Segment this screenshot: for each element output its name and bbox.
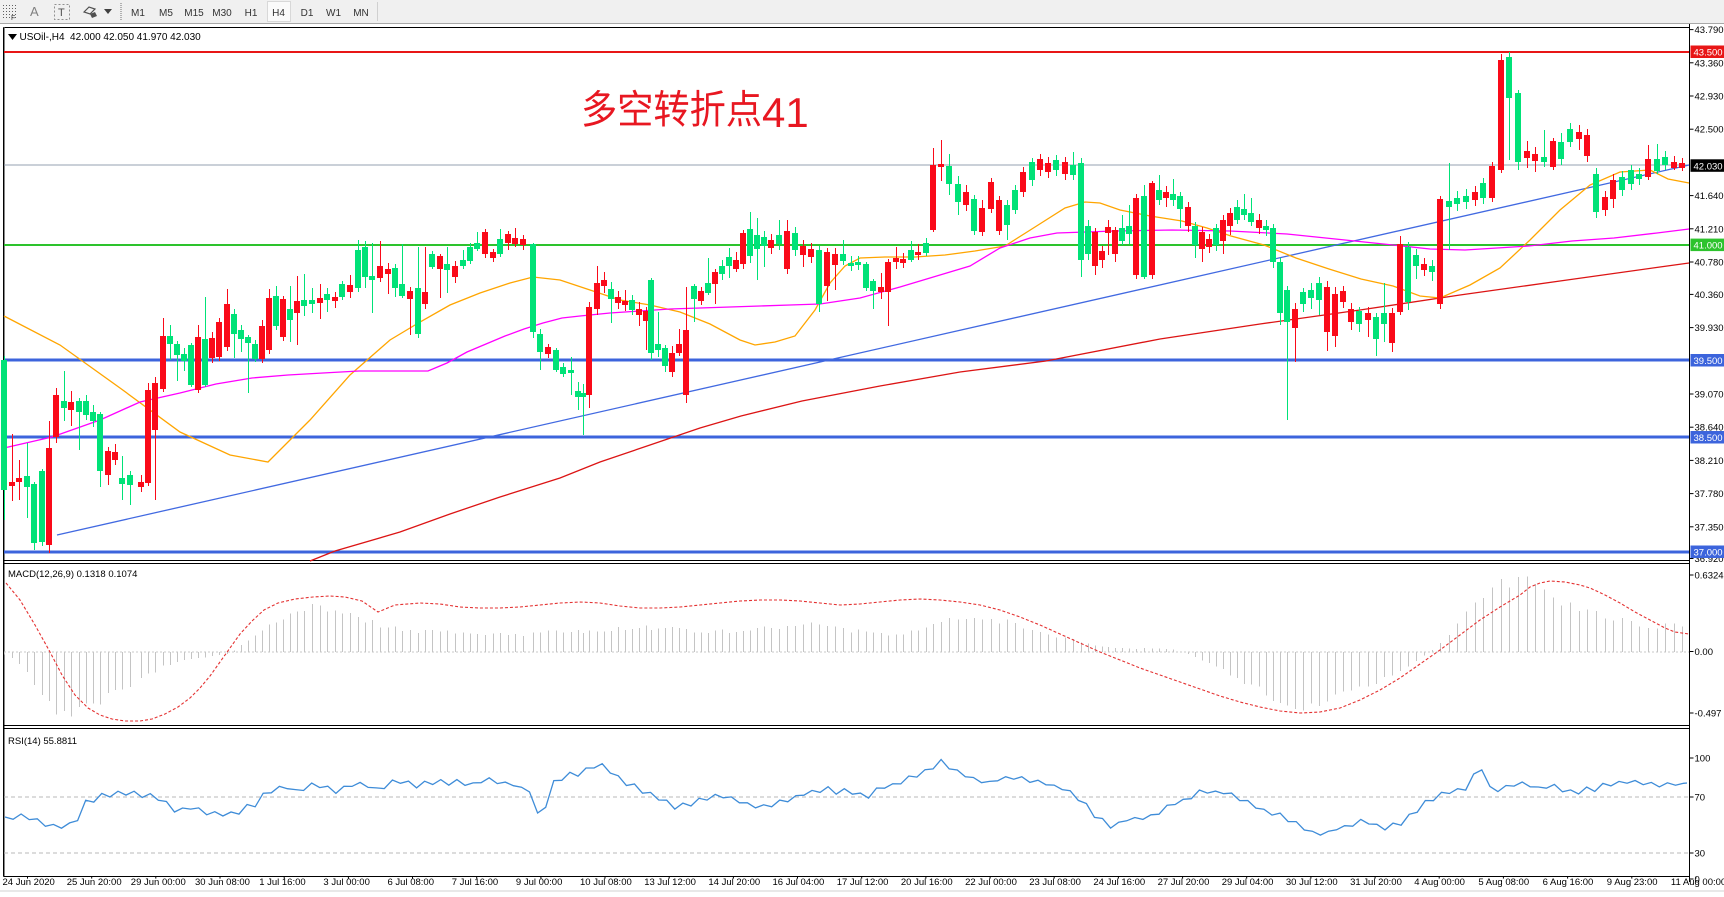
svg-text:22 Jul 00:00: 22 Jul 00:00 [965, 877, 1017, 888]
svg-text:41.000: 41.000 [1694, 241, 1723, 252]
svg-text:A: A [30, 4, 39, 19]
svg-text:41: 41 [762, 89, 809, 136]
svg-text:9 Aug 23:00: 9 Aug 23:00 [1607, 877, 1658, 888]
svg-text:39.930: 39.930 [1695, 323, 1724, 334]
svg-text:6 Jul 08:00: 6 Jul 08:00 [388, 877, 434, 888]
svg-text:30: 30 [1695, 849, 1706, 860]
svg-text:42.500: 42.500 [1695, 125, 1724, 136]
svg-text:40.360: 40.360 [1695, 290, 1724, 301]
svg-text:6 Aug 16:00: 6 Aug 16:00 [1543, 877, 1594, 888]
svg-text:38.210: 38.210 [1695, 456, 1724, 467]
svg-text:USOil-,H4 42.000 42.050 41.97: USOil-,H4 42.000 42.050 41.970 42.030 [20, 32, 202, 43]
svg-text:17 Jul 12:00: 17 Jul 12:00 [837, 877, 889, 888]
svg-text:F: F [11, 15, 15, 22]
svg-text:38.500: 38.500 [1694, 433, 1723, 444]
svg-text:37.000: 37.000 [1694, 548, 1723, 559]
svg-text:7 Jul 16:00: 7 Jul 16:00 [452, 877, 498, 888]
svg-text:29 Jun 00:00: 29 Jun 00:00 [131, 877, 186, 888]
svg-text:70: 70 [1695, 793, 1706, 804]
svg-text:9 Jul 00:00: 9 Jul 00:00 [516, 877, 562, 888]
svg-text:T: T [58, 7, 65, 19]
svg-text:43.500: 43.500 [1694, 48, 1723, 59]
svg-text:3 Jul 00:00: 3 Jul 00:00 [323, 877, 369, 888]
svg-text:24 Jun 2020: 24 Jun 2020 [3, 877, 55, 888]
svg-text:40.780: 40.780 [1695, 258, 1724, 269]
svg-text:M15: M15 [184, 8, 204, 19]
svg-text:M30: M30 [212, 8, 232, 19]
svg-text:37.780: 37.780 [1695, 489, 1724, 500]
svg-text:11 Aug 00:00: 11 Aug 00:00 [1671, 877, 1724, 888]
svg-text:1 Jul 16:00: 1 Jul 16:00 [259, 877, 305, 888]
svg-text:10 Jul 08:00: 10 Jul 08:00 [580, 877, 632, 888]
svg-text:39.070: 39.070 [1695, 390, 1724, 401]
svg-text:MN: MN [353, 8, 369, 19]
svg-text:14 Jul 20:00: 14 Jul 20:00 [708, 877, 760, 888]
svg-text:43.790: 43.790 [1695, 25, 1724, 36]
svg-text:16 Jul 04:00: 16 Jul 04:00 [773, 877, 825, 888]
svg-text:39.500: 39.500 [1694, 356, 1723, 367]
svg-text:5 Aug 08:00: 5 Aug 08:00 [1478, 877, 1529, 888]
svg-text:37.350: 37.350 [1695, 522, 1724, 533]
svg-text:20 Jul 16:00: 20 Jul 16:00 [901, 877, 953, 888]
svg-text:M5: M5 [159, 8, 173, 19]
svg-text:RSI(14) 55.8811: RSI(14) 55.8811 [8, 736, 77, 747]
svg-text:43.360: 43.360 [1695, 58, 1724, 69]
svg-text:42.930: 42.930 [1695, 92, 1724, 103]
svg-text:0.6324: 0.6324 [1695, 571, 1724, 582]
svg-text:4 Aug 00:00: 4 Aug 00:00 [1414, 877, 1465, 888]
svg-text:30 Jul 12:00: 30 Jul 12:00 [1286, 877, 1338, 888]
svg-text:24 Jul 16:00: 24 Jul 16:00 [1093, 877, 1145, 888]
svg-text:42.030: 42.030 [1694, 161, 1723, 172]
svg-text:W1: W1 [326, 8, 341, 19]
svg-text:25 Jun 20:00: 25 Jun 20:00 [67, 877, 122, 888]
svg-text:27 Jul 20:00: 27 Jul 20:00 [1158, 877, 1210, 888]
svg-text:23 Jul 08:00: 23 Jul 08:00 [1029, 877, 1081, 888]
svg-text:13 Jul 12:00: 13 Jul 12:00 [644, 877, 696, 888]
svg-text:41.640: 41.640 [1695, 191, 1724, 202]
svg-text:29 Jul 04:00: 29 Jul 04:00 [1222, 877, 1274, 888]
svg-text:0.00: 0.00 [1695, 647, 1714, 658]
svg-text:41.210: 41.210 [1695, 224, 1724, 235]
svg-text:31 Jul 20:00: 31 Jul 20:00 [1350, 877, 1402, 888]
svg-text:H1: H1 [245, 8, 258, 19]
svg-text:M1: M1 [131, 8, 145, 19]
svg-text:MACD(12,26,9) 0.1318 0.1074: MACD(12,26,9) 0.1318 0.1074 [8, 569, 137, 580]
svg-text:D1: D1 [301, 8, 314, 19]
svg-text:-0.497: -0.497 [1695, 709, 1722, 720]
svg-text:H4: H4 [272, 8, 285, 19]
svg-text:30 Jun 08:00: 30 Jun 08:00 [195, 877, 250, 888]
svg-text:100: 100 [1695, 754, 1711, 765]
